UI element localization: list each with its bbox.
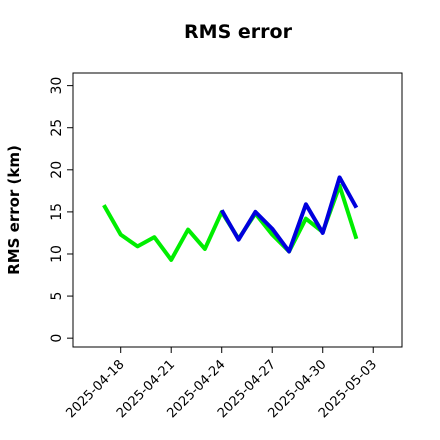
series-line	[219, 175, 359, 254]
y-axis-label: RMS error (km)	[5, 145, 23, 275]
y-tick-label: 5	[49, 292, 65, 301]
y-tick-label: 20	[49, 161, 65, 179]
y-tick-label: 10	[49, 245, 65, 263]
y-tick-label: 15	[49, 203, 65, 221]
y-tick-label: 25	[49, 119, 65, 137]
y-tick-label: 30	[49, 77, 65, 95]
y-tick-label: 0	[49, 334, 65, 343]
plot-frame	[72, 72, 403, 348]
chart-title: RMS error	[184, 21, 293, 43]
